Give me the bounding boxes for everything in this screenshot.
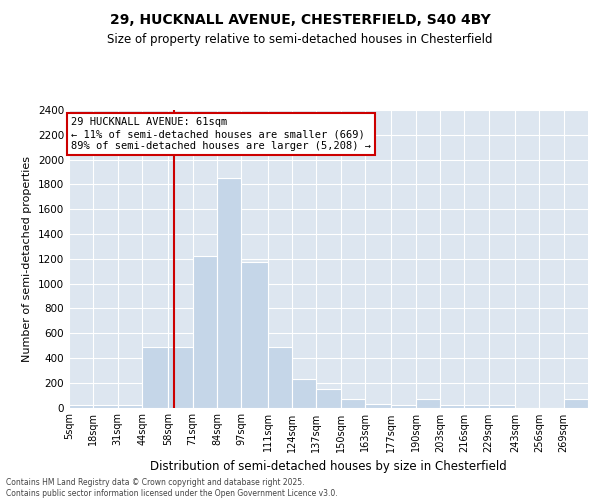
Bar [69, 405, 94, 407]
Bar [440, 405, 464, 407]
Bar [94, 405, 118, 407]
Bar [241, 262, 268, 408]
Bar [563, 399, 588, 407]
Bar [391, 405, 416, 407]
Bar [416, 399, 440, 407]
Text: 29, HUCKNALL AVENUE, CHESTERFIELD, S40 4BY: 29, HUCKNALL AVENUE, CHESTERFIELD, S40 4… [110, 12, 490, 26]
Text: 29 HUCKNALL AVENUE: 61sqm
← 11% of semi-detached houses are smaller (669)
89% of: 29 HUCKNALL AVENUE: 61sqm ← 11% of semi-… [71, 118, 371, 150]
Bar [169, 347, 193, 408]
Bar [118, 405, 142, 407]
Bar [341, 399, 365, 407]
Bar [488, 405, 515, 407]
Bar [316, 389, 341, 407]
Bar [217, 178, 241, 408]
X-axis label: Distribution of semi-detached houses by size in Chesterfield: Distribution of semi-detached houses by … [150, 460, 507, 473]
Bar [292, 379, 316, 408]
Bar [365, 404, 391, 407]
Y-axis label: Number of semi-detached properties: Number of semi-detached properties [22, 156, 32, 362]
Text: Size of property relative to semi-detached houses in Chesterfield: Size of property relative to semi-detach… [107, 32, 493, 46]
Bar [268, 347, 292, 408]
Bar [193, 256, 217, 408]
Bar [142, 347, 169, 408]
Bar [464, 405, 488, 407]
Text: Contains HM Land Registry data © Crown copyright and database right 2025.
Contai: Contains HM Land Registry data © Crown c… [6, 478, 338, 498]
